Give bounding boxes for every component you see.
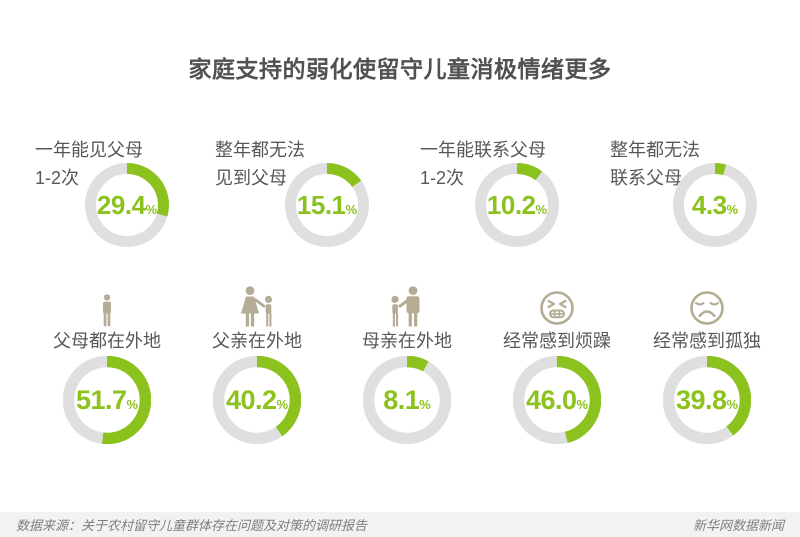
donut-chart: 10.2% [475, 163, 559, 247]
donut-ring [212, 355, 302, 445]
donut-chart: 46.0% [512, 355, 602, 445]
donut-chart: 39.8% [662, 355, 752, 445]
stat-label: 经常感到烦躁 [503, 331, 611, 351]
stat-label: 一年能联系父母 1-2次 [420, 136, 595, 192]
stat-group-mother-away: 母亲在外地 8.1% [332, 283, 482, 445]
stat-label: 整年都无法 联系父母 [610, 136, 785, 192]
donut-chart: 15.1% [285, 163, 369, 247]
footer-bar: 数据来源：关于农村留守儿童群体存在问题及对策的调研报告 新华网数据新闻 [0, 512, 800, 537]
donut-value: 29.4% [96, 190, 158, 220]
donut-chart: 29.4% [85, 163, 169, 247]
donut-ring [512, 355, 602, 445]
donut-value: 40.2% [225, 385, 289, 415]
stat-group-father-away: 父亲在外地 40.2% [182, 283, 332, 445]
stat-label-line2: 1-2次 [35, 168, 80, 188]
donut-chart: 51.7% [62, 355, 152, 445]
stat-label-line1: 一年能见父母 [35, 140, 143, 160]
donut-chart: 4.3% [673, 163, 757, 247]
stat-label: 整年都无法 见到父母 [215, 136, 390, 192]
stat-group-often-irritable: 经常感到烦躁 46.0% [482, 283, 632, 445]
donut-ring [285, 163, 369, 247]
annoyed-face-icon [482, 283, 632, 327]
donut-chart: 40.2% [212, 355, 302, 445]
donut-ring [62, 355, 152, 445]
stat-label: 父亲在外地 [212, 331, 302, 351]
stat-group-never-contact-parents: 整年都无法 联系父母 4.3% [610, 136, 785, 251]
credit-text: 新华网数据新闻 [692, 518, 784, 533]
stat-group-both-parents-away: 父母都在外地 51.7% [32, 283, 182, 445]
donut-value: 46.0% [525, 385, 589, 415]
stat-label-line2: 1-2次 [420, 168, 465, 188]
stat-label: 父母都在外地 [53, 331, 161, 351]
data-source-text: 数据来源：关于农村留守儿童群体存在问题及对策的调研报告 [16, 518, 368, 533]
stat-label-line1: 整年都无法 [610, 140, 700, 160]
stat-label: 母亲在外地 [362, 331, 452, 351]
stat-label-line1: 一年能联系父母 [420, 140, 546, 160]
stat-label-line2: 见到父母 [215, 168, 287, 188]
person-icon [32, 283, 182, 327]
stat-label: 经常感到孤独 [653, 331, 761, 351]
donut-ring [475, 163, 559, 247]
donut-ring [673, 163, 757, 247]
mother-child-icon [182, 283, 332, 327]
donut-value: 15.1% [296, 190, 358, 220]
stat-group-often-lonely: 经常感到孤独 39.8% [632, 283, 782, 445]
stat-group-see-parents-1-2: 一年能见父母 1-2次 29.4% [35, 136, 210, 251]
sad-face-icon [632, 283, 782, 327]
donut-value: 39.8% [675, 385, 739, 415]
donut-ring [85, 163, 169, 247]
stat-label: 一年能见父母 1-2次 [35, 136, 210, 192]
father-child-icon [332, 283, 482, 327]
donut-value: 4.3% [691, 190, 739, 220]
stat-group-contact-parents-1-2: 一年能联系父母 1-2次 10.2% [420, 136, 595, 251]
donut-chart: 8.1% [362, 355, 452, 445]
donut-value: 51.7% [75, 385, 139, 415]
stat-label-line2: 联系父母 [610, 168, 682, 188]
page-title: 家庭支持的弱化使留守儿童消极情绪更多 [188, 56, 612, 82]
donut-ring [662, 355, 752, 445]
stat-group-never-see-parents: 整年都无法 见到父母 15.1% [215, 136, 390, 251]
donut-ring [362, 355, 452, 445]
stat-label-line1: 整年都无法 [215, 140, 305, 160]
donut-value: 8.1% [383, 385, 431, 415]
donut-value: 10.2% [486, 190, 548, 220]
